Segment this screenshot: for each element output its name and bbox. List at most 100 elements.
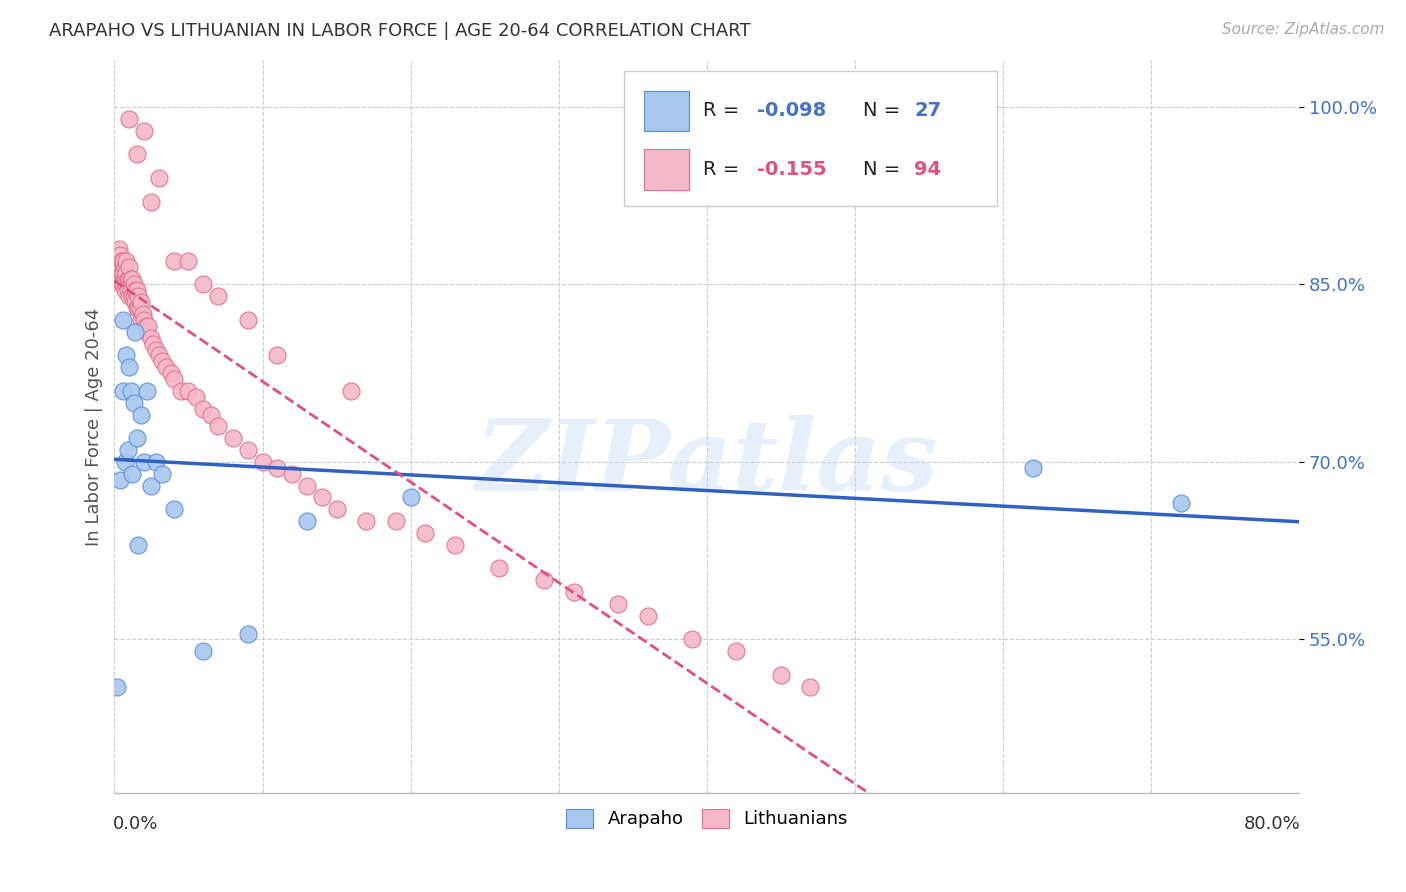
Point: [105, 271, 128, 285]
Text: N =: N =: [863, 161, 907, 179]
Text: ARAPAHO VS LITHUANIAN IN LABOR FORCE | AGE 20-64 CORRELATION CHART: ARAPAHO VS LITHUANIAN IN LABOR FORCE | A…: [49, 22, 751, 40]
Point: [111, 266, 134, 280]
Point: [141, 331, 163, 345]
Point: [252, 455, 274, 469]
Point: [122, 277, 145, 292]
Point: [141, 478, 163, 492]
Text: -0.098: -0.098: [756, 102, 825, 120]
Point: [124, 295, 146, 310]
Point: [148, 349, 170, 363]
Point: [120, 384, 142, 398]
Point: [124, 325, 146, 339]
Point: [132, 313, 155, 327]
Point: [325, 502, 347, 516]
Point: [136, 384, 159, 398]
FancyBboxPatch shape: [624, 70, 997, 206]
Point: [125, 147, 148, 161]
Point: [108, 242, 131, 256]
Point: [112, 277, 135, 292]
Bar: [644, 91, 689, 131]
Point: [104, 253, 127, 268]
Point: [163, 372, 186, 386]
Text: ZIPatlas: ZIPatlas: [475, 415, 938, 511]
Point: [118, 271, 141, 285]
Point: [127, 289, 149, 303]
Point: [138, 318, 160, 333]
Point: [127, 301, 149, 315]
Point: [1021, 461, 1043, 475]
Point: [200, 408, 222, 422]
Point: [112, 253, 135, 268]
Point: [385, 514, 408, 528]
Point: [236, 313, 259, 327]
Point: [125, 284, 148, 298]
Point: [150, 354, 173, 368]
Point: [145, 455, 167, 469]
Point: [136, 325, 159, 339]
Point: [112, 266, 135, 280]
Point: [114, 284, 136, 298]
Point: [117, 443, 139, 458]
Point: [132, 455, 155, 469]
Point: [124, 284, 146, 298]
Point: [110, 473, 132, 487]
Text: 27: 27: [914, 102, 941, 120]
Text: Source: ZipAtlas.com: Source: ZipAtlas.com: [1222, 22, 1385, 37]
Point: [163, 253, 186, 268]
Point: [340, 384, 363, 398]
Point: [295, 478, 318, 492]
Text: 80.0%: 80.0%: [1244, 815, 1301, 833]
Point: [533, 574, 555, 588]
Point: [769, 668, 792, 682]
Point: [125, 301, 148, 315]
Point: [295, 514, 318, 528]
Point: [637, 608, 659, 623]
Point: [207, 419, 229, 434]
Point: [120, 271, 142, 285]
Point: [193, 644, 215, 658]
Point: [266, 349, 288, 363]
Point: [129, 313, 152, 327]
Point: [170, 384, 193, 398]
Text: R =: R =: [703, 102, 745, 120]
Point: [148, 170, 170, 185]
Point: [114, 260, 136, 274]
Point: [129, 295, 152, 310]
Point: [125, 431, 148, 445]
Point: [110, 248, 132, 262]
Point: [115, 349, 138, 363]
Point: [121, 271, 143, 285]
Point: [114, 271, 136, 285]
Point: [236, 626, 259, 640]
Point: [111, 277, 134, 292]
Point: [281, 467, 304, 481]
Text: N =: N =: [863, 102, 907, 120]
Point: [114, 455, 136, 469]
Point: [266, 461, 288, 475]
Point: [207, 289, 229, 303]
Point: [311, 491, 333, 505]
Point: [110, 260, 132, 274]
Point: [108, 266, 131, 280]
Point: [607, 597, 630, 611]
Point: [184, 390, 207, 404]
Point: [236, 443, 259, 458]
Legend: Arapaho, Lithuanians: Arapaho, Lithuanians: [558, 802, 855, 836]
Point: [121, 289, 143, 303]
Point: [725, 644, 748, 658]
Point: [115, 277, 138, 292]
Point: [134, 318, 156, 333]
Point: [155, 360, 177, 375]
Point: [193, 401, 215, 416]
Point: [118, 112, 141, 126]
Point: [128, 301, 150, 315]
Point: [118, 289, 141, 303]
Point: [117, 284, 139, 298]
Point: [118, 260, 141, 274]
Point: [121, 467, 143, 481]
Point: [115, 253, 138, 268]
Point: [799, 680, 821, 694]
Point: [142, 336, 165, 351]
Point: [145, 343, 167, 357]
Text: 94: 94: [914, 161, 941, 179]
